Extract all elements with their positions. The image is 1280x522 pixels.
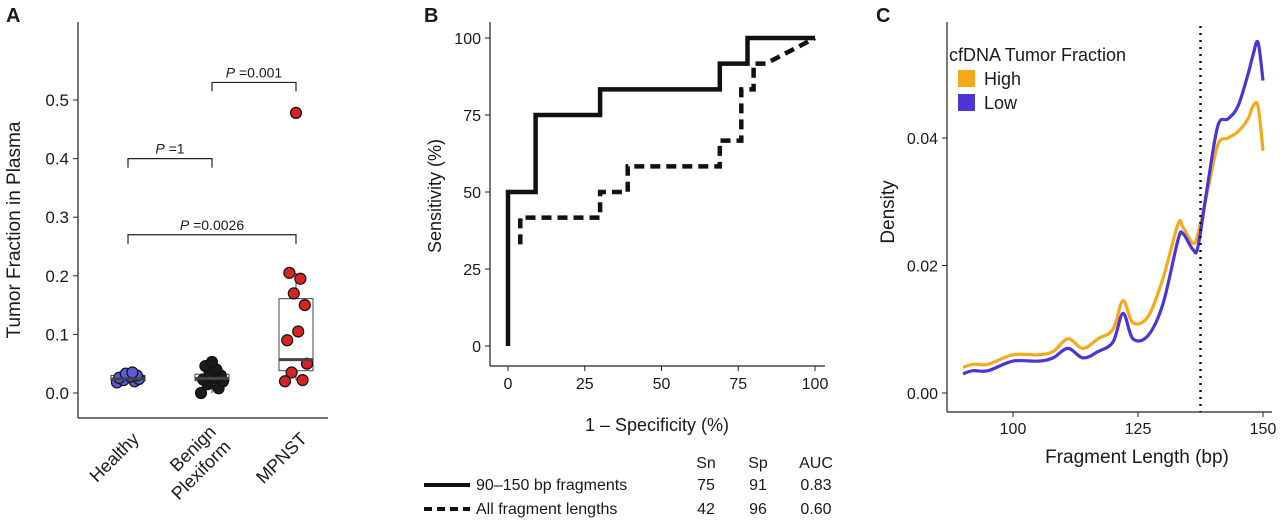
legend-label-high: High (984, 69, 1021, 89)
table-cell-sp: 96 (749, 501, 767, 518)
y-tick-label: 0.1 (45, 325, 69, 344)
data-point (126, 366, 139, 379)
y-axis-title: Sensitivity (%) (425, 139, 445, 253)
panel-letter-a: A (6, 5, 20, 27)
y-tick-label: 0.3 (45, 208, 69, 227)
data-point (298, 299, 311, 312)
table-header: AUC (799, 455, 833, 472)
x-tick-label: 125 (1125, 421, 1152, 438)
y-axis-title: Density (878, 180, 899, 244)
y-tick-label: 0.0 (45, 384, 69, 403)
significance-bracket (127, 158, 213, 168)
table-cell-sn: 42 (697, 501, 715, 518)
panel-letter-c: C (876, 5, 890, 27)
p-value-label: P =1 (155, 141, 184, 157)
panel-b-roc-curve: 0 25 50 75 100 0 25 50 75 100 Sensitivity (%) 1 – S… (424, 22, 833, 518)
significance-bracket (211, 81, 297, 92)
x-tick-label: 75 (729, 376, 747, 393)
p-value: =0.001 (235, 64, 282, 80)
p-symbol: P (155, 141, 165, 157)
data-point (287, 287, 300, 300)
y-tick-label: 75 (463, 108, 481, 125)
y-tick-label: 0.5 (45, 91, 69, 110)
table-cell-auc: 0.83 (800, 477, 831, 494)
x-axis-title: Fragment Length (bp) (1045, 447, 1229, 468)
data-point (205, 355, 219, 369)
y-tick-label: 0 (472, 339, 481, 356)
table-cell-sp: 91 (749, 477, 767, 494)
p-value-label: P =0.001 (226, 64, 283, 80)
x-tick-label: 25 (576, 376, 594, 393)
legend-label-low: Low (984, 93, 1018, 113)
density-line-low (962, 39, 1265, 376)
x-tick-label: 150 (1250, 421, 1277, 438)
x-tick-label: 100 (1000, 421, 1027, 438)
roc-line-90-150bp (505, 35, 815, 346)
y-tick-label: 0.02 (907, 259, 938, 276)
y-tick-label: 0.00 (907, 386, 938, 403)
data-point (283, 266, 296, 279)
p-value: =1 (165, 141, 185, 157)
p-symbol: P (226, 64, 236, 80)
x-category-label: BenignPlexiform (153, 422, 235, 504)
legend-title: cfDNA Tumor Fraction (949, 45, 1126, 65)
y-tick-label: 0.04 (907, 131, 938, 148)
data-point (294, 272, 307, 285)
legend-swatch-high (958, 70, 975, 87)
data-point (278, 375, 292, 388)
p-value: =0.0026 (189, 217, 244, 233)
x-category-label: MPNST (252, 429, 311, 488)
roc-line-all-fragments (518, 36, 817, 245)
y-axis-title: Tumor Fraction in Plasma (4, 121, 25, 338)
data-point (194, 386, 208, 400)
data-point (285, 366, 298, 379)
x-category-label-line: Healthy (86, 429, 143, 486)
p-symbol: P (180, 217, 190, 233)
x-category-label: Healthy (86, 429, 143, 486)
density-line-high (962, 100, 1265, 370)
p-value-label: P =0.0026 (180, 217, 244, 233)
table-cell-sn: 75 (697, 477, 715, 494)
table-header: Sn (696, 455, 716, 472)
x-tick-label: 0 (504, 376, 513, 393)
panel-c-density-plot: 0.00 0.02 0.04 100 125 150 Density Fragment Len… (878, 22, 1276, 468)
table-cell-auc: 0.60 (800, 501, 831, 518)
legend-swatch-low (958, 94, 975, 111)
legend-label: All fragment lengths (476, 501, 617, 518)
panel-a-boxplot: 0.0 0.1 0.2 0.3 0.4 0.5 Tumor Fraction in Plas… (4, 22, 328, 504)
x-axis-title: 1 – Specificity (%) (585, 415, 729, 435)
x-category-label-line: MPNST (252, 429, 311, 488)
significance-bracket (127, 234, 297, 244)
legend-label: 90–150 bp fragments (476, 477, 627, 494)
table-header: Sp (748, 455, 768, 472)
y-tick-label: 25 (463, 262, 481, 279)
data-point (292, 325, 305, 338)
y-tick-label: 0.4 (45, 150, 69, 169)
y-tick-label: 50 (463, 185, 481, 202)
y-tick-label: 100 (454, 31, 481, 48)
x-tick-label: 50 (653, 376, 671, 393)
data-point (289, 106, 303, 119)
y-tick-label: 0.2 (45, 267, 69, 286)
panel-letter-b: B (424, 5, 438, 27)
x-tick-label: 100 (802, 376, 829, 393)
data-point (281, 334, 294, 347)
data-point (296, 374, 309, 387)
